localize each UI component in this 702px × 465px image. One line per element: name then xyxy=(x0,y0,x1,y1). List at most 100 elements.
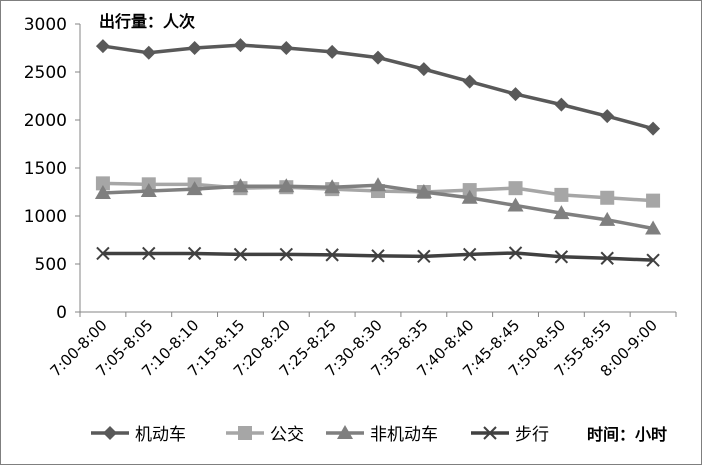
triangle-marker xyxy=(553,205,570,220)
data-point xyxy=(599,211,616,226)
legend-item-3: 步行 xyxy=(471,425,549,445)
triangle-marker xyxy=(461,189,478,204)
triangle-marker xyxy=(599,211,616,226)
legend-marker xyxy=(337,425,353,439)
data-point xyxy=(508,181,523,196)
data-point xyxy=(600,190,615,205)
data-point xyxy=(600,109,615,124)
x-marker-stroke xyxy=(371,249,385,263)
data-point xyxy=(646,253,660,267)
x-marker-stroke xyxy=(462,247,477,262)
legend-item-0: 机动车 xyxy=(91,425,186,445)
y-tick-label: 3000 xyxy=(24,15,67,35)
triangle-marker xyxy=(232,178,249,193)
square-marker xyxy=(646,193,661,208)
diamond-marker xyxy=(141,45,156,60)
x-marker-stroke xyxy=(554,250,569,264)
data-point xyxy=(508,87,523,102)
data-point xyxy=(278,178,295,193)
square-marker xyxy=(238,426,252,440)
series-group xyxy=(94,38,662,267)
y-tick-label: 500 xyxy=(35,255,67,275)
diamond-marker xyxy=(279,41,294,55)
x-marker-stroke xyxy=(508,246,523,260)
series-2 xyxy=(94,177,662,235)
diamond-marker xyxy=(233,38,248,53)
data-point xyxy=(233,38,248,53)
data-point xyxy=(187,246,202,261)
y-tick-label: 2500 xyxy=(24,63,67,83)
triangle-marker xyxy=(415,184,432,198)
data-point xyxy=(553,205,570,220)
square-marker xyxy=(95,176,110,191)
x-marker-stroke xyxy=(233,247,248,262)
square-marker xyxy=(508,181,523,196)
data-point xyxy=(371,249,385,263)
y-axis-ticks: 0 500 1000 1500 2000 2500 3000 xyxy=(24,15,80,323)
legend-marker xyxy=(238,426,252,440)
data-point xyxy=(95,176,110,191)
diamond-marker xyxy=(325,44,340,59)
y-tick-label: 1000 xyxy=(24,207,67,227)
triangle-marker xyxy=(140,183,157,198)
triangle-marker xyxy=(94,184,111,199)
data-point xyxy=(140,183,157,198)
data-point xyxy=(232,178,249,193)
data-point xyxy=(370,177,386,192)
data-point xyxy=(461,189,478,204)
data-point xyxy=(462,74,477,89)
x-marker-stroke xyxy=(417,249,431,264)
data-point xyxy=(96,246,110,261)
data-point xyxy=(324,179,341,194)
legend-marker xyxy=(483,426,497,440)
diamond-marker xyxy=(416,62,431,77)
data-point xyxy=(325,248,339,262)
data-point xyxy=(325,44,340,59)
data-point xyxy=(554,97,569,112)
diamond-marker xyxy=(600,109,615,124)
triangle-marker xyxy=(186,181,203,196)
data-point xyxy=(279,41,294,55)
x-marker-stroke xyxy=(187,246,202,261)
diamond-marker xyxy=(95,39,110,54)
diamond-marker xyxy=(646,121,661,136)
triangle-marker xyxy=(507,197,524,212)
series-0 xyxy=(95,38,661,136)
legend-label: 公交 xyxy=(270,425,304,445)
x-marker-stroke xyxy=(646,253,660,267)
legend: 机动车 公交 非机动车 步行 xyxy=(91,425,549,445)
diamond-marker xyxy=(508,87,523,102)
legend-label: 机动车 xyxy=(135,425,186,445)
data-point xyxy=(94,184,111,199)
legend-label: 步行 xyxy=(515,425,549,445)
data-point xyxy=(646,121,661,136)
triangle-marker xyxy=(370,177,386,192)
diamond-marker xyxy=(103,426,117,440)
diamond-marker xyxy=(187,41,202,55)
diamond-marker xyxy=(462,74,477,89)
x-axis-label: 时间：小时 xyxy=(587,425,667,444)
data-point xyxy=(462,247,477,262)
x-marker-stroke xyxy=(600,251,614,265)
diamond-marker xyxy=(554,97,569,112)
data-point xyxy=(554,187,569,202)
triangle-marker xyxy=(278,178,295,193)
x-marker-stroke xyxy=(142,246,156,261)
data-point xyxy=(95,39,110,54)
data-point xyxy=(279,247,294,262)
data-point xyxy=(371,50,385,65)
x-marker-stroke xyxy=(96,246,110,261)
legend-label: 非机动车 xyxy=(370,425,438,445)
x-axis-ticks: 7:00-8:007:05-8:057:10-8:107:15-8:157:20… xyxy=(47,312,677,380)
series-3 xyxy=(96,246,660,267)
data-point xyxy=(186,181,203,196)
data-point xyxy=(646,193,661,208)
x-marker-stroke xyxy=(483,426,497,440)
data-point xyxy=(554,250,569,264)
legend-marker xyxy=(103,426,117,440)
data-point xyxy=(645,220,662,235)
data-point xyxy=(141,45,156,60)
data-point xyxy=(187,41,202,55)
